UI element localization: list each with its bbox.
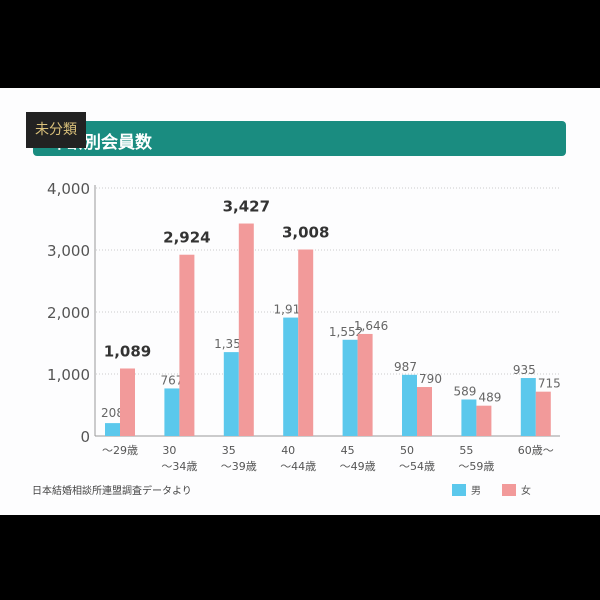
bar-female (535, 391, 551, 436)
y-tick-label: 4,000 (47, 180, 90, 198)
x-tick-label: 〜44歳 (280, 460, 316, 473)
x-tick-label: 〜54歳 (399, 460, 435, 473)
data-label: 589 (453, 384, 476, 398)
data-label: 3,427 (223, 198, 270, 216)
bar-male (105, 423, 120, 436)
bar-male (520, 378, 536, 436)
legend-male: 男 (452, 482, 481, 497)
x-tick-label: 〜49歳 (340, 460, 376, 473)
y-tick-label: 3,000 (47, 242, 90, 260)
data-label: 987 (394, 360, 417, 374)
x-tick-label: 〜59歳 (458, 460, 494, 473)
data-label: 767 (160, 373, 183, 387)
x-tick-label: 〜34歳 (161, 460, 197, 473)
data-label: 489 (478, 391, 501, 405)
bar-female (357, 333, 373, 436)
x-tick-label: 〜39歳 (221, 460, 257, 473)
x-tick-label: 40 (281, 444, 295, 457)
x-tick-label: 60歳〜 (518, 444, 554, 457)
x-tick-label: 50 (400, 444, 414, 457)
bar-female (120, 368, 135, 436)
bar-male (461, 399, 477, 436)
legend-label-male: 男 (471, 486, 481, 497)
x-tick-label: 35 (222, 444, 236, 457)
data-label: 1,089 (104, 342, 151, 360)
bar-male (342, 339, 358, 436)
bar-female (238, 223, 254, 436)
data-label: 1,552 (329, 325, 363, 339)
bar-female (476, 405, 492, 436)
data-label: 935 (513, 363, 536, 377)
category-tag[interactable]: 未分類 (26, 112, 86, 148)
x-tick-label: 45 (341, 444, 355, 457)
data-label: 1,646 (354, 319, 388, 333)
bar-female (298, 249, 314, 436)
bar-male (283, 317, 299, 436)
data-label: 715 (538, 377, 561, 391)
y-tick-label: 2,000 (47, 304, 90, 322)
x-tick-label: 55 (459, 444, 473, 457)
data-label: 3,008 (282, 224, 329, 242)
legend-swatch-female (502, 483, 516, 496)
bar-female (179, 254, 195, 436)
legend-swatch-male (452, 483, 466, 496)
bar-male (402, 374, 417, 436)
data-label: 2,924 (163, 229, 210, 247)
bar-male (164, 388, 180, 436)
x-tick-label: 30 (162, 444, 176, 457)
legend-female: 女 (502, 482, 531, 497)
data-label: 790 (419, 372, 442, 386)
legend-label-female: 女 (521, 486, 531, 497)
bar-female (417, 387, 432, 436)
x-tick-label: 〜29歳 (102, 444, 138, 457)
bar-male (223, 352, 239, 436)
y-tick-label: 1,000 (47, 366, 90, 384)
data-label: 208 (101, 406, 124, 420)
source-note: 日本結婚相談所連盟調査データより (32, 486, 192, 497)
y-tick-label: 0 (80, 428, 90, 446)
title-bar (33, 121, 566, 156)
